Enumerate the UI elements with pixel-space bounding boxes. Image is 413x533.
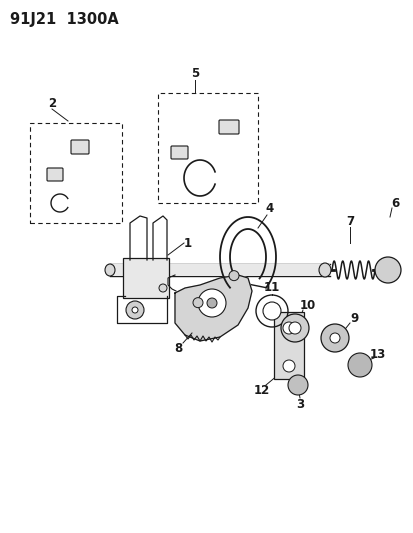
Text: 6: 6 — [390, 197, 398, 209]
FancyBboxPatch shape — [123, 258, 169, 298]
Text: 13: 13 — [369, 349, 385, 361]
Circle shape — [287, 375, 307, 395]
Text: 7: 7 — [345, 214, 353, 228]
Circle shape — [282, 322, 294, 334]
Ellipse shape — [105, 264, 115, 276]
Text: 2: 2 — [48, 96, 56, 109]
Circle shape — [374, 257, 400, 283]
Circle shape — [262, 302, 280, 320]
Circle shape — [132, 307, 138, 313]
Text: 3: 3 — [295, 399, 303, 411]
FancyBboxPatch shape — [47, 168, 63, 181]
FancyBboxPatch shape — [273, 312, 303, 379]
Text: 1: 1 — [183, 237, 192, 249]
Circle shape — [206, 298, 216, 308]
Circle shape — [282, 360, 294, 372]
Text: 9: 9 — [350, 311, 358, 325]
Bar — [158, 93, 257, 203]
FancyBboxPatch shape — [218, 120, 238, 134]
FancyBboxPatch shape — [171, 146, 188, 159]
Text: 5: 5 — [190, 67, 199, 79]
Polygon shape — [175, 275, 252, 341]
Bar — [30, 123, 122, 223]
Text: 11: 11 — [263, 280, 280, 294]
Circle shape — [192, 297, 202, 308]
Circle shape — [347, 353, 371, 377]
Circle shape — [320, 324, 348, 352]
Bar — [110, 264, 329, 276]
Circle shape — [126, 301, 144, 319]
FancyBboxPatch shape — [71, 140, 89, 154]
Circle shape — [228, 271, 238, 281]
Text: 4: 4 — [265, 201, 273, 214]
Text: 8: 8 — [173, 342, 182, 354]
Circle shape — [197, 289, 225, 317]
Ellipse shape — [318, 263, 330, 277]
Text: 91J21  1300A: 91J21 1300A — [10, 12, 119, 27]
Text: 10: 10 — [299, 298, 316, 311]
Circle shape — [159, 284, 166, 292]
Circle shape — [280, 314, 308, 342]
Circle shape — [329, 333, 339, 343]
Circle shape — [288, 322, 300, 334]
Text: 12: 12 — [253, 384, 269, 397]
